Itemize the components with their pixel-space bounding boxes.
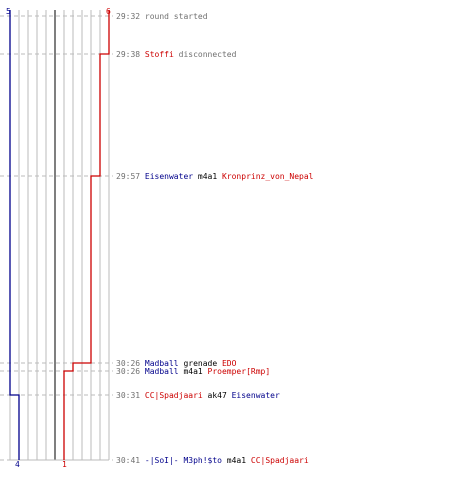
weapon-name: ak47 [203,391,232,400]
event-message: disconnected [174,50,237,59]
event-guides [0,15,113,461]
red-team-step-line [63,10,110,460]
team-counts: 5 6 4 1 [6,7,111,469]
blue-player-name: -|SoI|- M3ph!$to [145,456,222,465]
event-time: 30:31 [116,391,145,400]
blue-start-count: 5 [6,7,11,16]
event-row: 30:26 Madball grenade EDO [116,359,237,368]
event-row: 30:31 CC|Spadjaari ak47 Eisenwater [116,391,280,400]
blue-player-name: Madball [145,367,179,376]
red-player-name: Kronprinz_von_Nepal [222,172,314,181]
weapon-name: m4a1 [222,456,251,465]
event-row: 29:38 Stoffi disconnected [116,50,237,59]
event-time: 30:41 [116,456,145,465]
weapon-name: m4a1 [179,367,208,376]
event-time: 30:26 [116,367,145,376]
event-log: 29:32 round started 29:38 Stoffi disconne… [116,12,314,465]
red-end-count: 1 [62,460,67,469]
event-time: 29:57 [116,172,145,181]
blue-player-name: Madball [145,359,179,368]
event-row: 29:57 Eisenwater m4a1 Kronprinz_von_Nepa… [116,172,314,181]
blue-end-count: 4 [15,460,20,469]
weapon-name: m4a1 [193,172,222,181]
red-start-count: 6 [106,7,111,16]
blue-player-name: Eisenwater [145,172,193,181]
event-time: 29:38 [116,50,145,59]
event-message: round started [145,12,208,21]
team-step-lines [9,10,110,460]
event-row: 29:32 round started [116,12,208,21]
blue-team-step-line [9,10,20,460]
red-player-name: CC|Spadjaari [251,456,309,465]
event-time: 29:32 [116,12,145,21]
event-row: 30:26 Madball m4a1 Proemper[Rmp] [116,367,270,376]
red-player-name: Stoffi [145,50,174,59]
player-grid [9,10,110,461]
event-time: 30:26 [116,359,145,368]
red-player-name: Proemper[Rmp] [208,367,271,376]
blue-player-name: Eisenwater [232,391,280,400]
red-player-name: CC|Spadjaari [145,391,203,400]
red-player-name: EDO [222,359,237,368]
event-row: 30:41 -|SoI|- M3ph!$to m4a1 CC|Spadjaari [116,456,309,465]
weapon-name: grenade [179,359,222,368]
